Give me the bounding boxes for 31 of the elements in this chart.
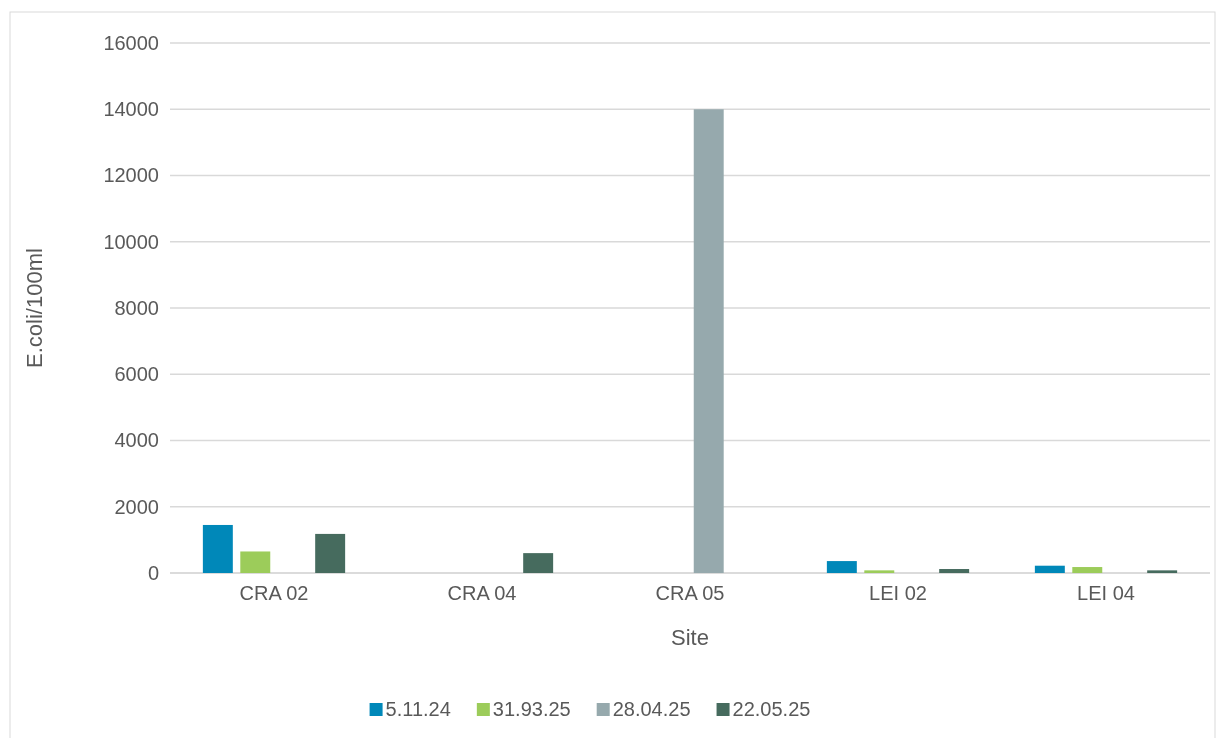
- y-tick-label: 16000: [103, 31, 159, 54]
- bar: [826, 561, 857, 573]
- legend-label: 22.05.25: [732, 698, 811, 720]
- y-tick-label: 14000: [103, 98, 159, 121]
- bar: [315, 533, 346, 573]
- legend-label: 28.04.25: [612, 698, 691, 720]
- x-axis-title: Site: [671, 625, 709, 650]
- bar: [202, 524, 233, 573]
- x-tick-label: CRA 05: [655, 582, 725, 604]
- bar: [1072, 567, 1103, 573]
- bar: [864, 570, 895, 573]
- x-tick-label: LEI 02: [869, 582, 927, 604]
- x-tick-label: CRA 04: [447, 582, 517, 604]
- y-axis-title: E.coli/100ml: [22, 248, 47, 368]
- bar: [523, 553, 554, 573]
- y-tick-label: 12000: [103, 164, 159, 187]
- y-tick-label: 2000: [114, 495, 159, 518]
- y-tick-label: 8000: [114, 296, 159, 319]
- y-tick-label: 4000: [114, 429, 159, 452]
- x-tick-label: LEI 04: [1077, 582, 1135, 604]
- bar: [1034, 565, 1065, 573]
- bar: [693, 109, 724, 573]
- legend-label: 31.93.25: [492, 698, 571, 720]
- y-tick-label: 6000: [114, 363, 159, 386]
- y-tick-label: 10000: [103, 230, 159, 253]
- bar: [240, 551, 271, 573]
- bar: [1147, 570, 1178, 573]
- legend-label: 5.11.24: [385, 698, 451, 720]
- x-tick-label: CRA 02: [239, 582, 309, 604]
- y-tick-label: 0: [147, 561, 159, 584]
- bar: [939, 569, 970, 573]
